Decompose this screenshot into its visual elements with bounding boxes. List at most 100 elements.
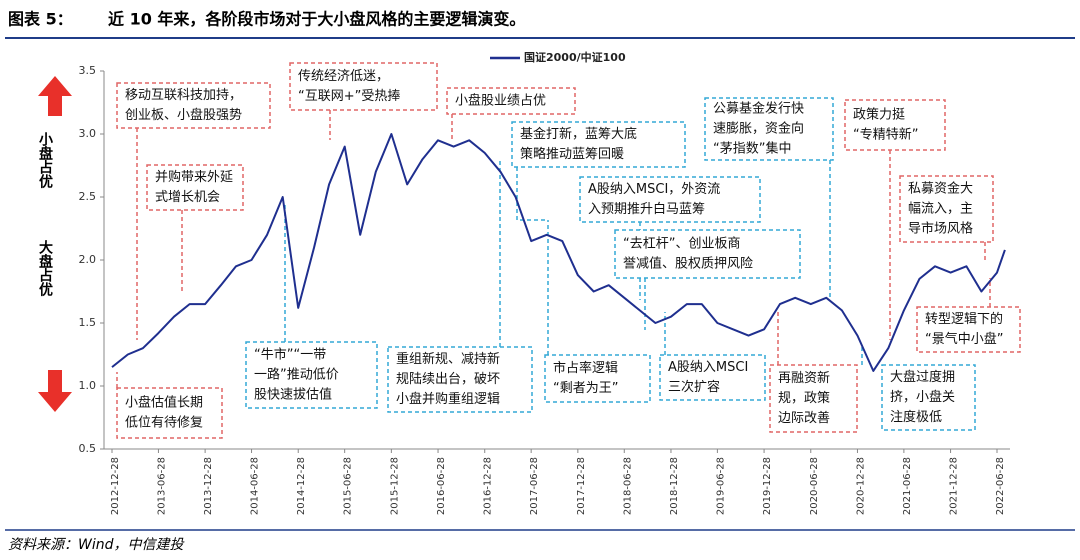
annotation-text: 重组新规、减持新	[396, 351, 500, 367]
annotation-text: 移动互联科技加持，	[125, 88, 242, 103]
annotation-text: 速膨胀，资金向	[713, 121, 804, 137]
annotation-text: “互联网+”受热捧	[298, 89, 400, 104]
annotation-text: 低位有待修复	[125, 416, 203, 431]
annotation-box	[544, 354, 651, 403]
annotation: 传统经济低迷， “互联网+”受热捧	[289, 62, 438, 140]
chart-title: 近 10 年来，各阶段市场对于大小盘风格的主要逻辑演变。	[108, 10, 525, 29]
annotation: A股纳入MSCI 三次扩容	[659, 312, 766, 401]
series-line	[111, 133, 1006, 372]
annotation-text: 公募基金发行快	[713, 101, 804, 117]
annotation-text: 市占率逻辑	[553, 360, 618, 376]
annotation-box	[704, 97, 834, 161]
y-tick-label: 2.0	[79, 253, 97, 266]
y-tick-label: 0.5	[79, 442, 97, 455]
annotation-box	[511, 121, 686, 168]
x-tick-label: 2017-12-28	[576, 457, 587, 515]
x-tick-label: 2020-06-28	[809, 457, 820, 515]
x-tick-label: 2016-06-28	[436, 457, 447, 515]
x-tick-label: 2020-12-28	[855, 457, 866, 515]
annotation-text: 三次扩容	[668, 379, 720, 395]
annotation-text: “去杠杆”、创业板商	[623, 236, 740, 252]
x-tick-label: 2013-06-28	[156, 457, 167, 515]
annotation-text: A股纳入MSCI，外资流	[588, 182, 720, 197]
annotation-text: “牛市”“一带	[254, 347, 326, 363]
annotation-text: 挤，小盘关	[890, 389, 955, 405]
annotation-box	[659, 354, 766, 401]
annotation-text: 誉减值、股权质押风险	[623, 256, 753, 272]
annotation-text: 导市场风格	[908, 221, 973, 237]
x-tick-label: 2019-12-28	[762, 457, 773, 515]
figure-label: 图表 5：	[8, 10, 73, 29]
down-arrow	[38, 370, 72, 412]
annotation: 市占率逻辑 “剩者为王”	[544, 220, 651, 403]
annotation: 政策力挺 “专精特新”	[844, 99, 946, 340]
annotation-text: 传统经济低迷，	[298, 69, 389, 84]
source: 资料来源：Wind，中信建投	[8, 537, 185, 553]
annotation-box	[245, 341, 378, 409]
up-arrow	[38, 76, 72, 116]
x-tick-label: 2018-12-28	[669, 457, 680, 515]
annotation-box	[146, 164, 244, 211]
x-tick-label: 2015-12-28	[389, 457, 400, 515]
annotation-text: “景气中小盘”	[925, 331, 1003, 347]
annotation-text: 小盘估值长期	[125, 395, 203, 411]
annotation-text: 幅流入，主	[908, 202, 973, 217]
annotation-text: 小盘并购重组逻辑	[396, 391, 500, 407]
x-tick-label: 2014-12-28	[296, 457, 307, 515]
annotation-text: 私募资金大	[908, 181, 973, 197]
side-label-top: 小盘占优	[37, 132, 53, 188]
annotation: 移动互联科技加持， 创业板、小盘股强势	[116, 82, 271, 340]
x-tick-label: 2021-12-28	[949, 457, 960, 515]
annotation-box	[387, 346, 533, 413]
y-tick-label: 3.5	[79, 64, 97, 77]
annotation-text: 注度极低	[890, 409, 942, 425]
annotation-text: “剩者为王”	[553, 381, 618, 396]
legend-label: 国证2000/中证100	[524, 50, 626, 64]
side-label-bottom: 大盘占优	[37, 239, 53, 296]
annotation-box	[116, 82, 271, 129]
y-tick-label: 1.0	[79, 379, 97, 392]
annotation-connector	[516, 167, 548, 221]
annotation-text: 规陆续出台，破坏	[396, 371, 500, 387]
x-tick-label: 2018-06-28	[622, 457, 633, 515]
annotation-box	[881, 364, 976, 431]
x-tick-label: 2012-12-28	[110, 457, 121, 515]
x-tick-label: 2016-12-28	[483, 457, 494, 515]
annotation-text: 入预期推升白马蓝筹	[588, 201, 705, 217]
x-tick-label: 2019-06-28	[715, 457, 726, 515]
annotation: 转型逻辑下的 “景气中小盘”	[916, 278, 1021, 353]
annotation-box	[916, 306, 1021, 353]
annotation-text: 规，政策	[778, 390, 830, 406]
annotation-text: 创业板、小盘股强势	[125, 107, 242, 123]
annotation-text: 政策力挺	[853, 107, 905, 123]
annotation-text: “茅指数”集中	[713, 141, 791, 157]
annotation-box	[579, 176, 761, 223]
annotation-text: 策略推动蓝筹回暖	[520, 146, 624, 162]
annotation-text: 边际改善	[778, 410, 830, 426]
x-tick-label: 2022-06-28	[995, 457, 1006, 515]
x-tick-label: 2013-12-28	[203, 457, 214, 515]
annotation-box	[614, 229, 801, 279]
annotation-text: 并购带来外延	[155, 169, 233, 185]
annotation-text: 式增长机会	[155, 190, 220, 205]
annotation-text: 大盘过度拥	[890, 369, 955, 385]
annotation-box	[844, 99, 946, 151]
annotation-text: 基金打新，蓝筹大底	[520, 126, 637, 142]
annotation-text: 小盘股业绩占优	[455, 93, 546, 109]
annotation-text: A股纳入MSCI	[668, 360, 748, 375]
x-tick-label: 2014-06-28	[250, 457, 261, 515]
annotation-box	[769, 364, 858, 433]
annotation-text: 再融资新	[778, 370, 830, 386]
annotation-box	[899, 175, 994, 243]
x-tick-label: 2021-06-28	[902, 457, 913, 515]
annotation: 小盘股业绩占优	[446, 87, 576, 140]
